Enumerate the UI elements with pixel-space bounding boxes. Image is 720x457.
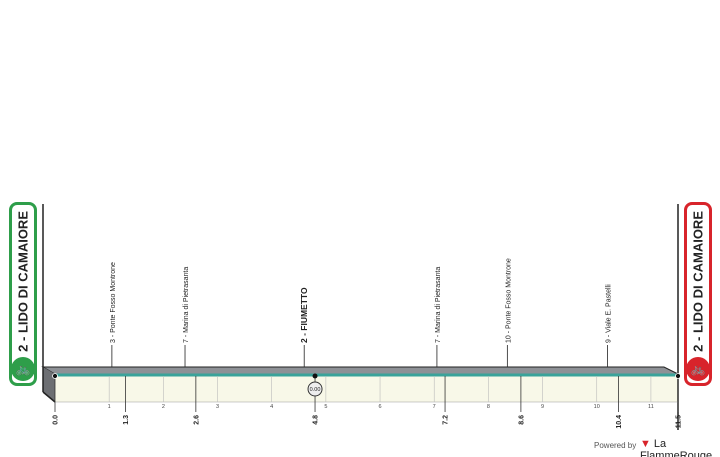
major-tick-label: 2.6 [193, 415, 200, 425]
major-tick-label: 4.8 [313, 415, 320, 425]
major-tick-label: 11.5 [676, 415, 683, 428]
brand-logo: ▼ La FlammeRouge [640, 438, 720, 457]
profile-fill [55, 376, 678, 402]
waypoint-label: 10 - Ponte Fosso Montrone [505, 258, 512, 343]
major-tick-label: 1.3 [123, 415, 130, 425]
start-badge: 2 - LIDO DI CAMAIORE 🚲 [9, 202, 37, 386]
minor-tick-label: 3 [216, 404, 219, 410]
checkpoint-label: 0.00 [310, 387, 321, 393]
minor-tick-label: 4 [270, 404, 273, 410]
cyclist-icon: 🚲 [11, 357, 35, 381]
finish-badge: 2 - LIDO DI CAMAIORE 🚲 [684, 202, 712, 386]
road-surface [41, 366, 679, 375]
major-tick-label: 8.6 [518, 415, 525, 425]
minor-tick-label: 7 [433, 404, 436, 410]
start-label: 2 - LIDO DI CAMAIORE [15, 211, 31, 352]
minor-tick-label: 8 [487, 404, 490, 410]
brand-name: La FlammeRouge [640, 438, 713, 457]
minor-tick-label: 1 [108, 404, 111, 410]
flame-icon: ▼ [640, 438, 651, 450]
waypoint-label: 7 - Marina di Pietrasanta [435, 267, 442, 343]
powered-by: Powered by [594, 441, 637, 450]
stopwatch-icon [307, 381, 323, 397]
minor-tick-label: 11 [648, 404, 654, 410]
minor-tick-label: 5 [324, 404, 327, 410]
minor-tick-label: 6 [379, 404, 382, 410]
waypoint-label: 9 - Viale E. Pastelli [606, 284, 613, 343]
major-tick-label: 0.0 [53, 415, 60, 425]
finish-label: 2 - LIDO DI CAMAIORE [690, 211, 706, 352]
waypoint-label: 2 - FIUMETTO [299, 287, 309, 343]
major-tick-label: 10.4 [616, 415, 623, 429]
cyclist-icon: 🚲 [686, 357, 710, 381]
major-tick-label: 7.2 [443, 415, 450, 425]
waypoint-label: 3 - Ponte Fosso Montrone [110, 262, 117, 343]
side-edge [42, 391, 56, 403]
checkpoint-dot [312, 373, 318, 379]
finish-dot [675, 373, 681, 379]
profile-side [43, 367, 55, 402]
minor-tick-label: 10 [594, 404, 600, 410]
minor-tick-label: 2 [162, 404, 165, 410]
start-dot [52, 373, 58, 379]
minor-tick-label: 9 [541, 404, 544, 410]
waypoint-label: 7 - Marina di Pietrasanta [183, 267, 190, 343]
